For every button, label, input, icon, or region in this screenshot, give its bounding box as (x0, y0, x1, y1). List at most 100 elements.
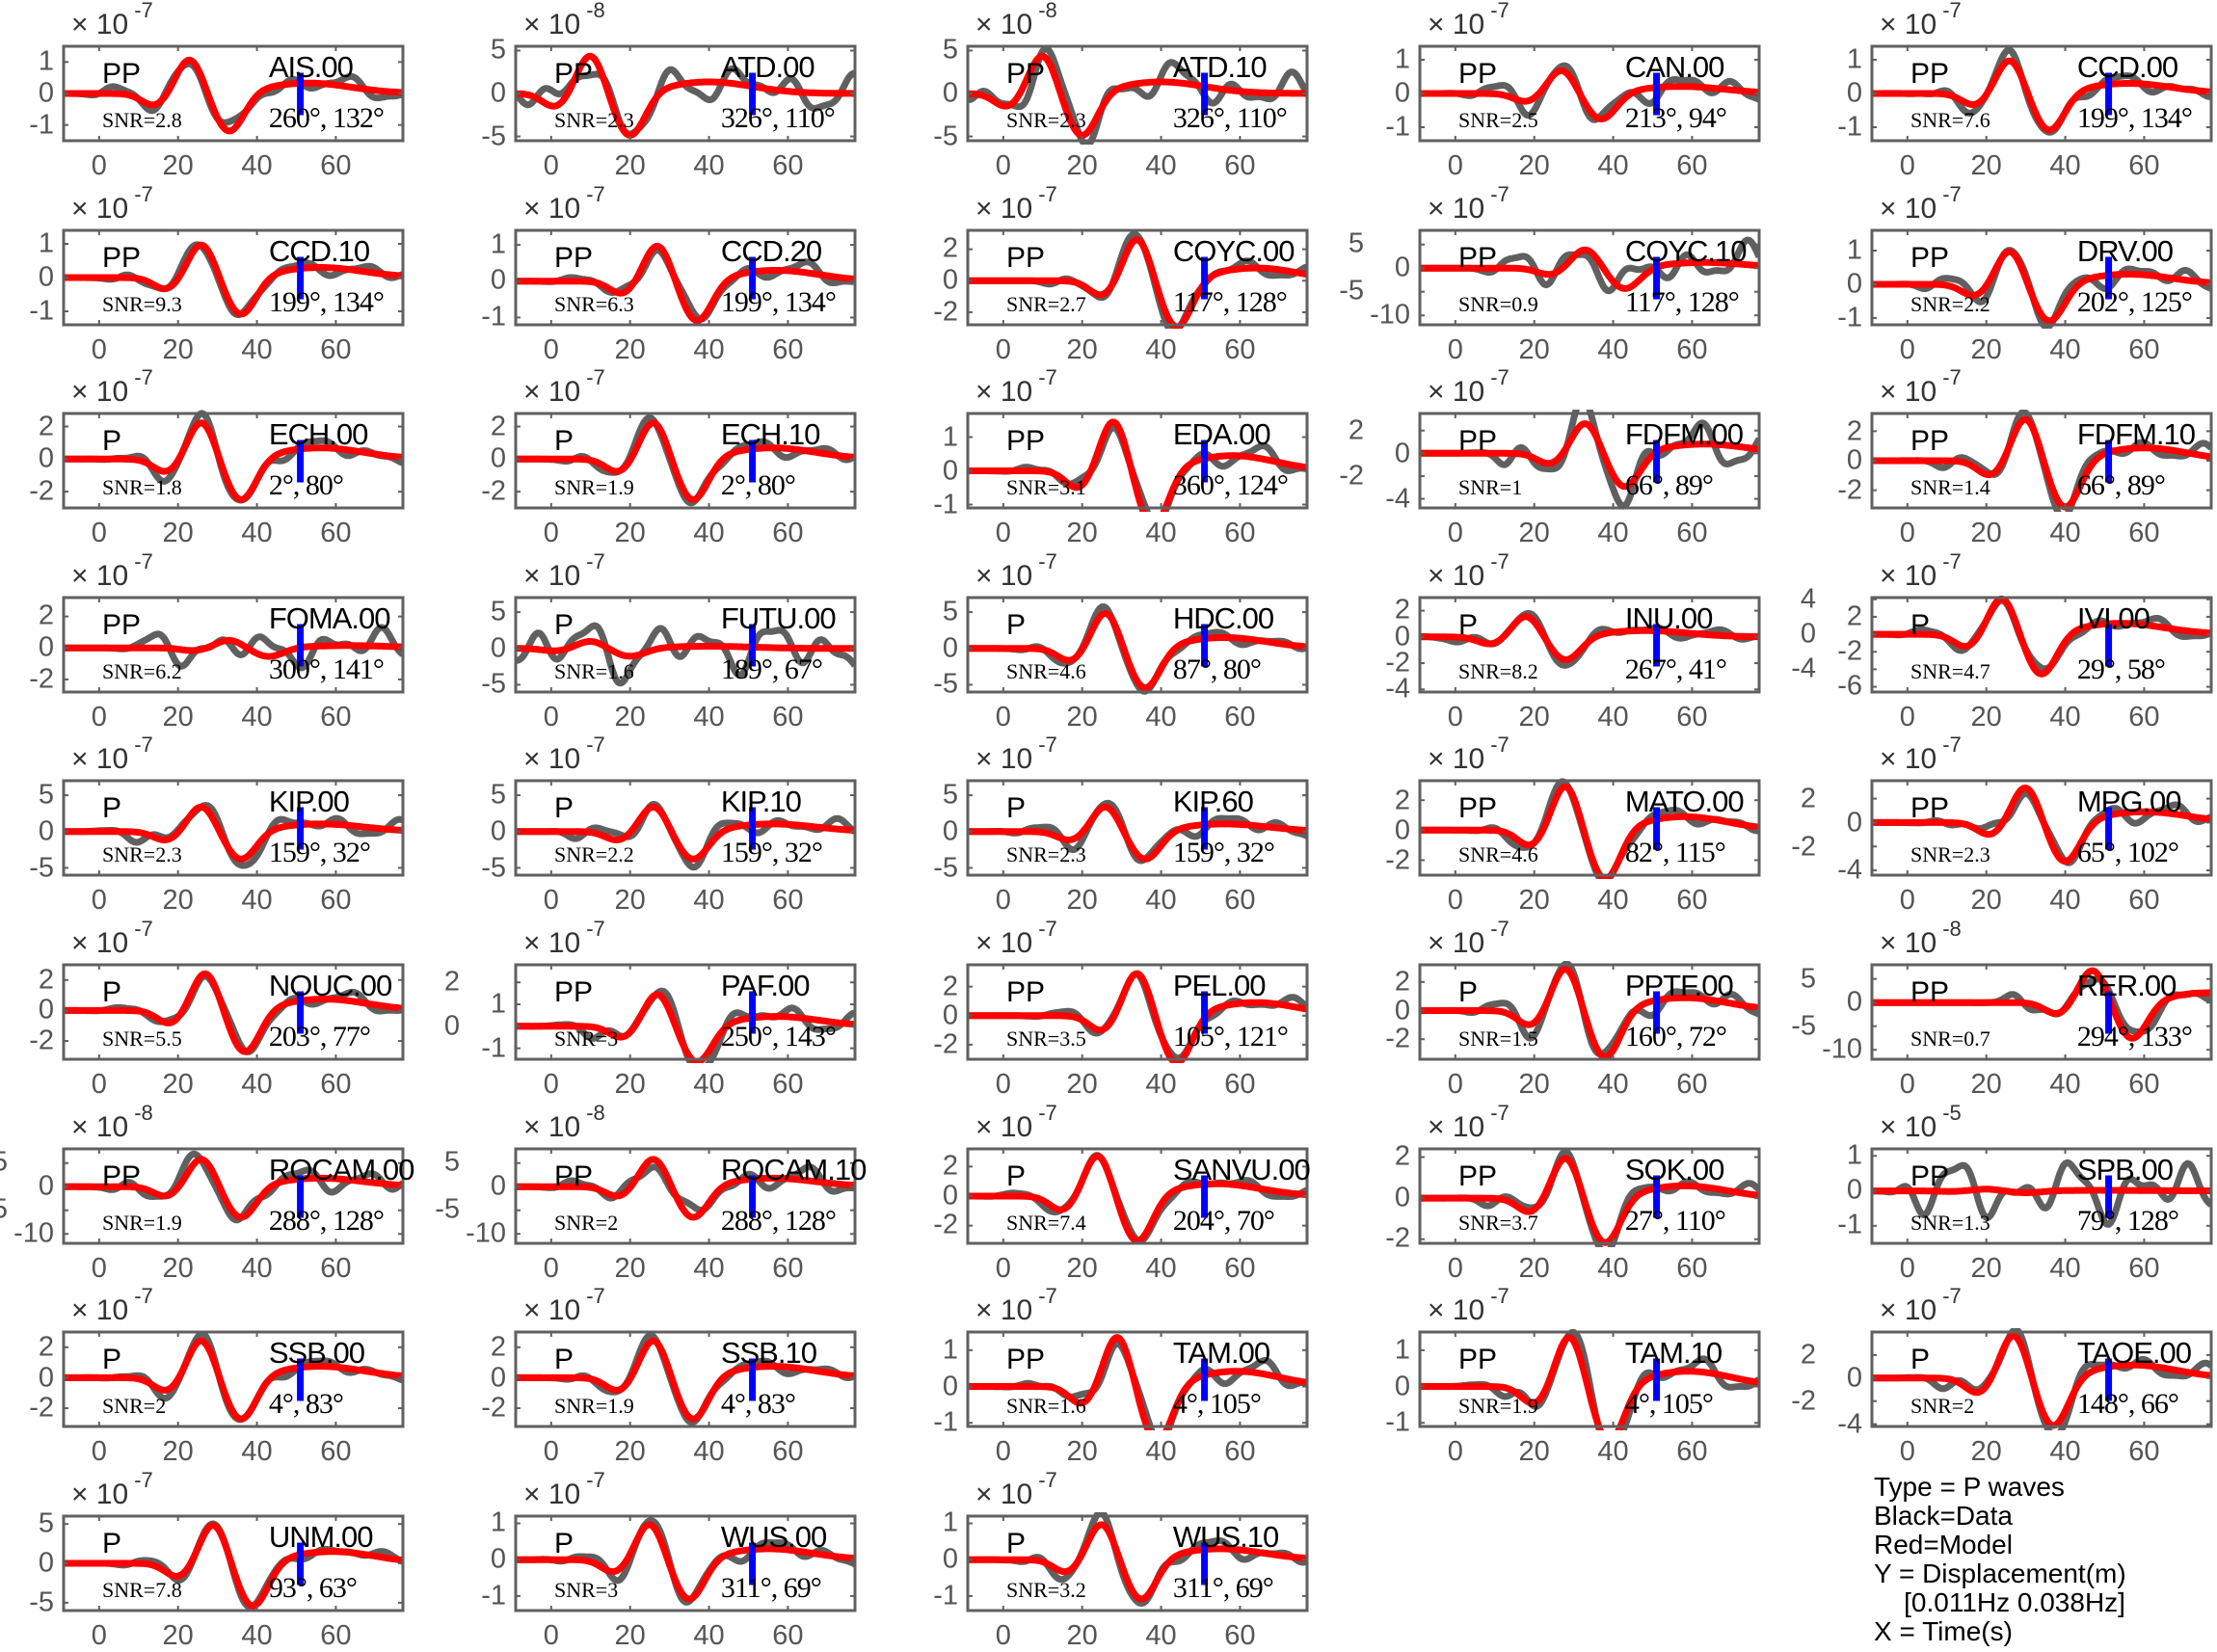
x-tick-label: 0 (1899, 1252, 1915, 1284)
y-tick-label: -10 (466, 1217, 506, 1249)
x-tick-label: 0 (995, 333, 1011, 365)
y-tick-label: -2 (29, 1025, 54, 1056)
model-trace (1872, 1332, 2211, 1429)
y-tick-label: -1 (481, 301, 506, 333)
x-tick-label: 60 (2128, 518, 2160, 549)
multiplier-base: × 10 (71, 9, 129, 40)
station-label: CCD.00 (2076, 50, 2178, 84)
azimuth-distance-label: 66°, 89° (2076, 469, 2166, 502)
axes-box (1418, 228, 1761, 327)
x-tick-label: 60 (320, 885, 352, 917)
multiplier-base: × 10 (523, 1294, 581, 1327)
multiplier-base: × 10 (71, 927, 129, 959)
phase-label: P (102, 976, 122, 1008)
azimuth-distance-label: 202°, 125° (2076, 285, 2193, 318)
traces (516, 987, 855, 1063)
waveform-plot (966, 779, 1309, 877)
y-tick-label: 1 (490, 228, 506, 260)
waveform-panel: × 10 -7 -2 0 2 0 20 40 60 PP FDFM.10 SNR=1.4 66°, 89… (1837, 365, 2213, 548)
y-tick-label: 2 (942, 232, 958, 264)
y-tick-label: -1 (1837, 111, 1862, 143)
station-label: FOMA.00 (268, 600, 391, 635)
x-tick-label: 20 (1066, 1436, 1098, 1468)
snr-label: SNR=2.3 (1006, 842, 1086, 867)
y-tick-label: -2 (1385, 1222, 1410, 1254)
traces (516, 1155, 855, 1221)
multiplier-base: × 10 (975, 9, 1033, 40)
x-tick-label: 60 (772, 518, 804, 549)
waveform-panel: × 10 -7 -1 0 1 0 20 40 60 P WUS.10 SNR=3.2 311°, 69° (933, 1468, 1309, 1651)
azimuth-distance-label: 148°, 66° (2076, 1388, 2179, 1421)
x-tick-label: 40 (693, 1252, 725, 1284)
waveform-plot (514, 1147, 857, 1245)
y-tick-label: 1 (1846, 234, 1862, 266)
y-tick-label: 0 (490, 1170, 506, 1202)
y-tick-label: 1 (942, 1506, 958, 1538)
x-tick-label: 20 (1970, 1252, 2002, 1284)
snr-label: SNR=1.9 (554, 475, 634, 500)
axis-multiplier: × 10 -7 (71, 0, 153, 41)
x-tick-label: 0 (543, 1069, 559, 1100)
snr-label: SNR=3.7 (1458, 1210, 1538, 1235)
y-tick-label: 0 (1846, 1174, 1862, 1206)
station-label: NOUC.00 (268, 969, 392, 1002)
multiplier-base: × 10 (71, 1110, 129, 1143)
station-label: DRV.00 (2076, 233, 2174, 268)
axis-multiplier: × 10 -7 (1428, 182, 1509, 226)
axis-multiplier: × 10 -5 (1880, 1101, 1962, 1144)
waveform-panel: × 10 -7 -2 0 2 0 20 40 60 P ECH.10 SNR=1.9 2°, 80° (481, 365, 857, 548)
x-tick-label: 60 (1676, 1069, 1708, 1100)
model-trace (1420, 613, 1759, 663)
y-tick-label: -5 (481, 668, 506, 700)
x-tick-label: 0 (995, 1069, 1011, 1100)
waveform-panel: × 10 -7 -2 0 2 0 20 40 60 PP FOMA.00 SNR=6.2 300°, 1… (29, 549, 405, 733)
x-tick-label: 20 (614, 885, 646, 917)
multiplier-base: × 10 (1880, 1110, 1937, 1143)
waveform-panel: × 10 -7 -4 -2 0 2 0 20 40 60 PP FDFM.00 SNR=1 66°, 89… (1339, 365, 1761, 548)
x-tick-label: 0 (91, 1436, 107, 1468)
waveform-panel: × 10 -7 -2 0 2 0 20 40 60 P SANVU.00 SNR=7.4 204°, 7… (933, 1101, 1311, 1284)
y-tick-label: -10 (1370, 299, 1410, 331)
azimuth-distance-label: 4°, 105° (1172, 1388, 1262, 1421)
axes-box (1418, 596, 1761, 694)
waveform-panel: × 10 -5 -1 0 1 0 20 40 60 PP SPB.00 SNR=1.3 79°, 128… (1837, 1101, 2213, 1284)
waveform-panel: × 10 -8 -5 0 5 0 20 40 60 PP ATD.10 SNR=2.3 326°, 11… (933, 0, 1309, 181)
x-tick-label: 60 (772, 150, 804, 181)
waveform-plot (1870, 1147, 2213, 1245)
waveform-plot (1870, 595, 2213, 694)
traces (1420, 1329, 1759, 1431)
x-tick-label: 0 (543, 518, 559, 549)
waveform-panel: × 10 -7 -2 0 2 0 20 40 60 P SSB.10 SNR=1.9 4°, 83° (481, 1284, 857, 1467)
x-tick-label: 20 (614, 333, 646, 365)
x-tick-label: 60 (320, 518, 352, 549)
x-tick-label: 20 (1066, 885, 1098, 917)
model-trace (968, 1521, 1307, 1603)
x-tick-label: 20 (1518, 1436, 1550, 1468)
y-tick-label: 0 (1394, 995, 1410, 1026)
x-tick-label: 20 (1518, 1069, 1550, 1100)
waveform-panel: × 10 -7 -1 0 1 0 20 40 60 PP AIS.00 SNR=2.8 260°, 13… (29, 0, 405, 181)
y-tick-label: -6 (1837, 670, 1862, 702)
x-tick-label: 0 (1447, 701, 1463, 733)
multiplier-base: × 10 (975, 559, 1033, 592)
x-tick-label: 0 (91, 518, 107, 549)
waveform-plot (1418, 1147, 1761, 1247)
x-tick-label: 0 (1899, 1436, 1915, 1468)
waveform-plot (966, 1147, 1309, 1245)
phase-label: PP (1910, 792, 1950, 825)
axis-multiplier: × 10 -7 (1428, 1284, 1509, 1327)
azimuth-distance-label: 4°, 83° (720, 1388, 796, 1421)
y-tick-label: -1 (29, 295, 54, 327)
azimuth-distance-label: 159°, 32° (268, 837, 371, 869)
y-tick-label: 0 (1394, 1182, 1410, 1213)
x-tick-label: 0 (995, 150, 1011, 181)
x-tick-label: 20 (1970, 150, 2002, 181)
axes-box (62, 963, 405, 1061)
azimuth-distance-label: 29°, 58° (2076, 653, 2166, 685)
traces (1872, 410, 2211, 513)
waveform-panel: × 10 -7 -5 0 5 0 20 40 60 P KIP.00 SNR=2.3 159°, 32° (29, 733, 405, 916)
axis-multiplier: × 10 -7 (975, 549, 1057, 593)
x-tick-label: 40 (693, 150, 725, 181)
y-tick-label: -2 (933, 296, 958, 328)
azimuth-distance-label: 160°, 72° (1624, 1021, 1727, 1052)
